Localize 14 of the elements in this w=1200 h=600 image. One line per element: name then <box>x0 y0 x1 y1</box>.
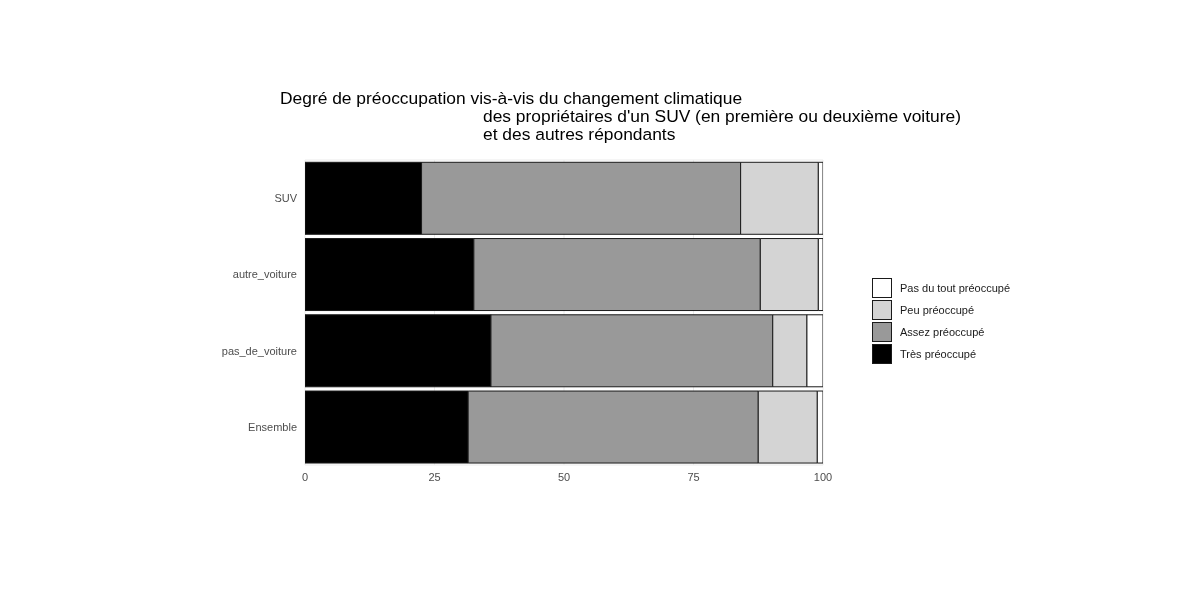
y-tick-label: SUV <box>274 192 298 205</box>
x-tick-label: 25 <box>428 470 441 483</box>
legend-label: Très préoccupé <box>900 348 977 360</box>
x-tick-label: 75 <box>687 470 700 483</box>
x-tick-label: 0 <box>301 470 309 483</box>
legend-label: Assez préoccupé <box>900 326 985 338</box>
y-tick-label: Ensemble <box>248 420 297 433</box>
legend-label: Pas du tout préoccupé <box>900 282 1011 294</box>
legend-label: Peu préoccupé <box>900 304 974 316</box>
x-tick-label: 100 <box>813 470 833 483</box>
y-tick-label: pas_de_voiture <box>221 344 297 357</box>
chart-title: Degré de préoccupation vis-à-vis du changement climatique des propriétaires d'un SUV (en première ou deuxième voiture) et des autres répondants <box>280 88 961 144</box>
x-tick-label: 50 <box>557 470 571 483</box>
y-tick-label: autre_voiture <box>232 268 297 281</box>
